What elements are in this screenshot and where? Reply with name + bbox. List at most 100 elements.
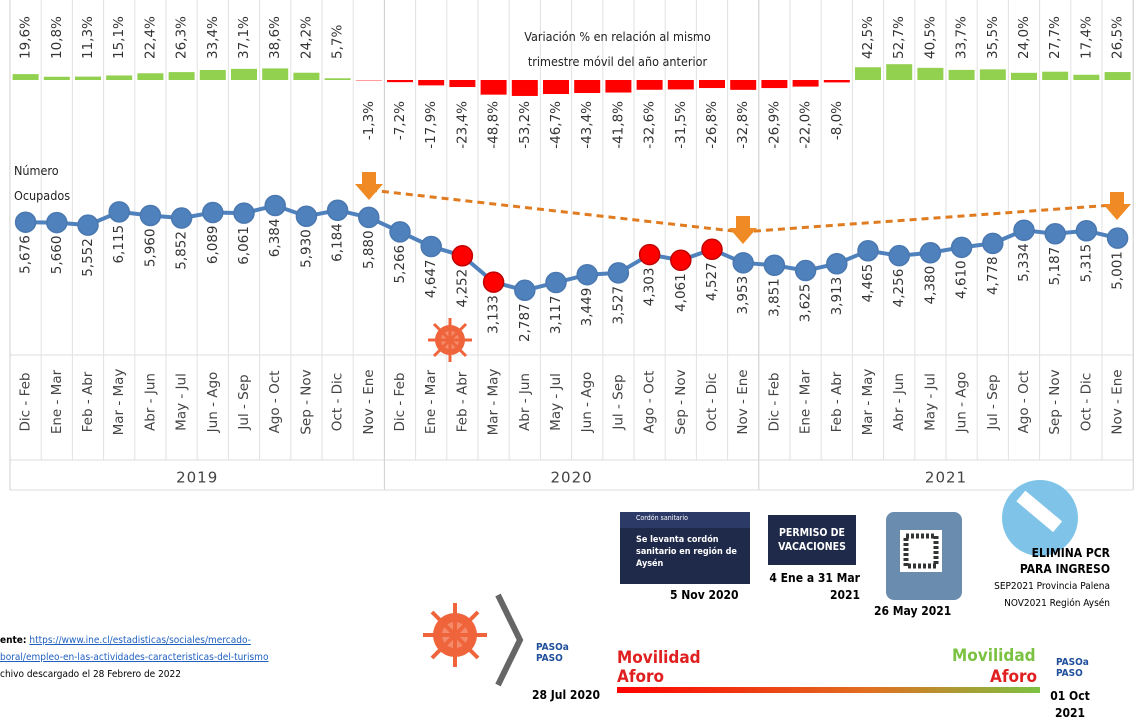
marker	[1044, 222, 1066, 245]
x-tick-label: May - Jul	[548, 373, 564, 431]
event-title: ELIMINA PCR PARA INGRESO	[1019, 546, 1110, 576]
data-label: 3,449	[579, 288, 595, 327]
data-label: 6,184	[330, 223, 346, 262]
data-label: 5,676	[18, 235, 34, 274]
bar	[699, 80, 725, 89]
data-label: 4,465	[860, 264, 876, 303]
x-tick-label: Jun - Ago	[205, 372, 221, 434]
bar	[449, 80, 476, 88]
line-series-title: Número Ocupados	[14, 163, 71, 203]
data-label: 5,552	[80, 238, 96, 277]
data-label: -26,8%	[704, 101, 720, 149]
bar	[855, 67, 881, 80]
data-label: 6,061	[236, 226, 252, 265]
data-label: 3,133	[486, 295, 502, 334]
data-label: 2,787	[517, 303, 533, 342]
data-label: 5,660	[49, 236, 65, 275]
event-box-text: PERMISO DE VACACIONES	[778, 527, 846, 553]
data-label: 17,4%	[1078, 16, 1094, 59]
source-link[interactable]: https://www.ine.cl/estadisticas/sociales…	[29, 635, 251, 646]
marker	[732, 252, 754, 274]
marker	[46, 211, 68, 234]
bar	[511, 80, 538, 96]
data-label: 4,252	[454, 269, 470, 308]
data-label: 40,5%	[922, 16, 938, 59]
bar	[636, 80, 663, 90]
marker	[139, 204, 162, 227]
bar	[1073, 74, 1100, 80]
x-tick-label: Feb - Abr	[454, 371, 470, 432]
timeline-date: 01 Oct 2021	[1050, 689, 1090, 720]
bar	[730, 80, 757, 90]
marker	[482, 271, 505, 293]
bar	[574, 80, 601, 94]
data-label: -26,9%	[766, 101, 782, 149]
marker	[420, 235, 442, 258]
data-label: 4,380	[922, 266, 938, 305]
marker	[638, 243, 661, 266]
data-label: 5,001	[1110, 251, 1126, 290]
data-label: 3,953	[735, 276, 751, 315]
marker	[982, 232, 1004, 255]
data-label: -43,4%	[579, 101, 595, 149]
x-tick-label: Sep - Nov	[673, 369, 689, 434]
virus-icon	[423, 603, 487, 667]
data-label: 11,3%	[80, 16, 96, 59]
virus-icon	[428, 318, 472, 362]
data-label: 4,610	[954, 260, 970, 299]
bar	[886, 64, 913, 80]
marker	[170, 207, 193, 229]
x-tick-label: Ene - Mar	[798, 369, 814, 434]
marker	[857, 240, 879, 262]
data-label: 26,3%	[174, 16, 190, 59]
marker	[826, 253, 848, 275]
data-label: 5,930	[298, 229, 314, 268]
x-tick-label: May - Jul	[174, 373, 190, 431]
bar	[418, 80, 445, 86]
event-line: SEP2021 Provincia Palena	[994, 581, 1110, 592]
x-tick-label: Mar - May	[486, 369, 502, 436]
x-tick-label: Sep - Nov	[1047, 369, 1063, 434]
bar	[324, 78, 351, 80]
x-tick-label: May - Jul	[922, 373, 938, 431]
bar	[106, 75, 133, 80]
data-label: 5,266	[392, 245, 408, 284]
x-tick-label: Abr - Jun	[142, 373, 158, 431]
timeline-word: Movilidad	[617, 648, 701, 668]
bar	[917, 67, 944, 80]
trend-arrows	[355, 172, 1131, 244]
bar	[168, 72, 195, 80]
data-label: 5,7%	[330, 25, 346, 59]
marker	[919, 242, 942, 264]
source-note: chivo descargado el 28 Febrero de 2022	[0, 669, 181, 680]
data-label: -48,8%	[486, 101, 502, 149]
year-label: 2021	[925, 469, 967, 487]
bar	[823, 80, 850, 83]
data-label: 27,7%	[1047, 16, 1063, 59]
bar	[1104, 72, 1131, 80]
data-label: -41,8%	[610, 101, 626, 149]
bar	[293, 72, 320, 80]
data-label: 4,647	[423, 259, 439, 298]
marker	[545, 271, 567, 294]
x-tick-label: Jul - Sep	[985, 374, 1001, 430]
data-label: 5,334	[1016, 243, 1032, 282]
bar	[480, 80, 507, 95]
data-label: -23,4%	[454, 101, 470, 149]
source-link[interactable]: boral/empleo-en-las-actividades-caracter…	[0, 652, 269, 663]
data-label: 3,625	[798, 284, 814, 323]
marker	[326, 199, 349, 221]
data-label: -1,3%	[361, 101, 377, 140]
x-tick-label: Jun - Ago	[579, 372, 595, 434]
bar	[979, 69, 1006, 80]
event-image	[768, 515, 856, 565]
data-label: -31,5%	[673, 101, 689, 149]
x-tick-label: Ene - Mar	[49, 369, 65, 434]
data-label: 5,187	[1047, 247, 1063, 286]
bar	[75, 76, 101, 80]
event-caption: 4 Ene a 31 Mar 2021	[769, 571, 860, 602]
qr-code	[903, 533, 939, 569]
marker	[14, 211, 37, 233]
marker	[701, 238, 723, 261]
